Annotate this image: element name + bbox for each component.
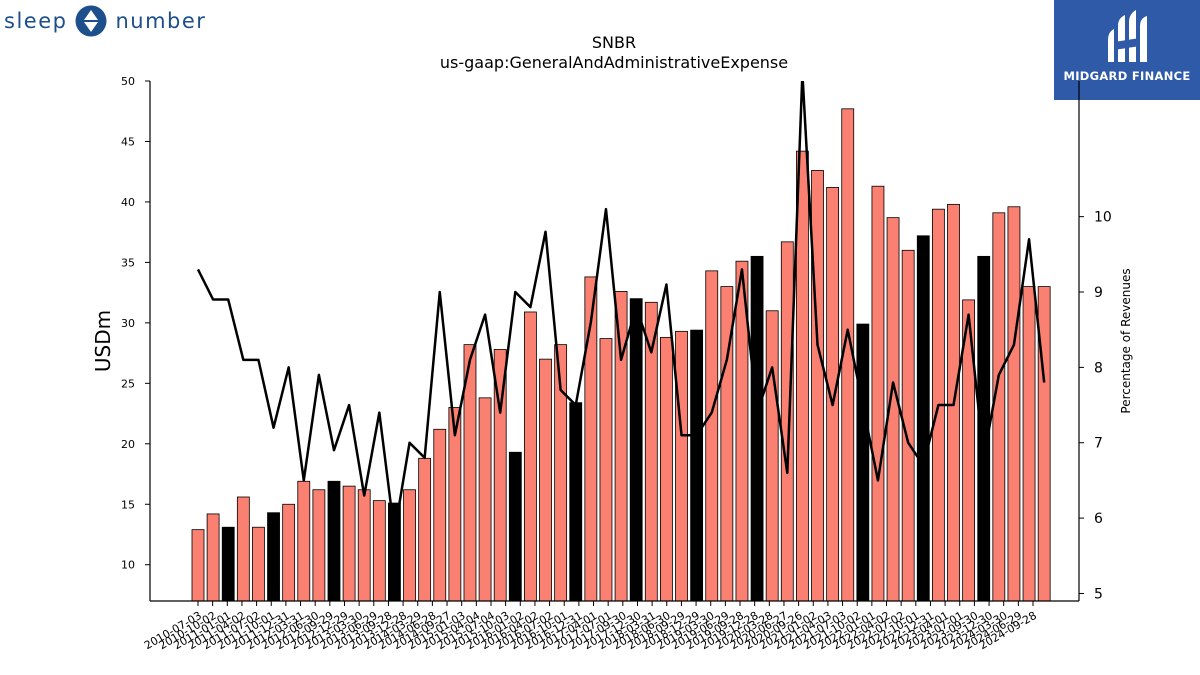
bar	[433, 428, 447, 602]
chart-title: SNBR	[592, 33, 636, 52]
left-axis-ticks: 10 15 20 25 30 35 40 45 50	[121, 75, 150, 572]
bar	[796, 150, 809, 602]
bar	[297, 480, 311, 602]
bar	[614, 291, 628, 602]
right-axis-ticks: 5 6 7 8 9 10	[1079, 210, 1112, 602]
bar	[357, 489, 371, 602]
chart-subtitle: us-gaap:GeneralAndAdministrativeExpense	[440, 53, 788, 72]
bar	[539, 358, 552, 602]
y-tick-label: 10	[121, 559, 135, 572]
bar	[508, 451, 522, 602]
bar	[282, 503, 296, 602]
bar	[705, 270, 719, 602]
bar	[221, 526, 235, 602]
bar	[372, 500, 386, 602]
publisher-logo-text: MIDGARD FINANCE	[1063, 69, 1191, 83]
bar	[780, 241, 794, 602]
logo-word-left: sleep	[4, 9, 68, 33]
bar	[871, 185, 885, 602]
bar	[267, 512, 280, 602]
y2-tick-label: 10	[1094, 210, 1112, 226]
bar	[418, 457, 432, 602]
bar	[342, 485, 356, 602]
bar	[569, 402, 583, 602]
bar	[811, 170, 824, 602]
y-tick-label: 30	[121, 317, 135, 330]
bar	[206, 513, 220, 602]
bar	[403, 489, 416, 602]
bar	[660, 336, 673, 602]
bar	[826, 187, 840, 602]
bar	[856, 323, 870, 602]
bar	[524, 311, 537, 602]
x-axis-ticks: 2010-07-032010-10-022011-01-012011-04-02…	[142, 601, 1039, 652]
bar	[599, 338, 613, 602]
bar	[448, 407, 462, 602]
y-tick-label: 50	[121, 75, 135, 88]
y2-axis-label: Percentage of Revenues	[1119, 268, 1133, 413]
y-axis-label: USDm	[91, 310, 115, 372]
sleep-number-logo: sleep number	[4, 4, 206, 38]
sleep-number-mark-icon	[75, 5, 107, 37]
y-tick-label: 20	[121, 438, 135, 451]
bar	[992, 212, 1006, 602]
bar	[191, 529, 205, 602]
bar	[916, 235, 930, 602]
y-tick-label: 45	[121, 135, 135, 148]
y2-tick-label: 8	[1094, 360, 1103, 376]
bar	[478, 397, 492, 602]
y-tick-label: 40	[121, 196, 135, 209]
y2-tick-label: 7	[1094, 436, 1103, 452]
bar	[765, 310, 779, 602]
percentage-line	[196, 81, 1046, 535]
line-series	[196, 81, 1046, 535]
bar	[1007, 206, 1021, 602]
bar	[629, 298, 643, 602]
bar	[675, 330, 688, 602]
y-tick-label: 25	[121, 377, 135, 390]
y2-tick-label: 9	[1094, 285, 1103, 301]
bar	[312, 489, 326, 602]
logo-word-right: number	[115, 9, 207, 33]
bar	[1022, 286, 1036, 602]
y-tick-label: 35	[121, 256, 135, 269]
bar	[327, 480, 341, 602]
bar	[750, 255, 764, 602]
y2-tick-label: 5	[1094, 586, 1103, 602]
axes	[149, 81, 1080, 602]
midgard-mark-icon	[1108, 10, 1147, 62]
bar	[252, 526, 265, 602]
bar	[388, 502, 401, 602]
bar	[690, 329, 704, 602]
bar	[236, 496, 250, 602]
y-tick-label: 15	[121, 498, 135, 511]
y2-tick-label: 6	[1094, 511, 1103, 527]
midgard-finance-logo: MIDGARD FINANCE	[1054, 0, 1200, 100]
